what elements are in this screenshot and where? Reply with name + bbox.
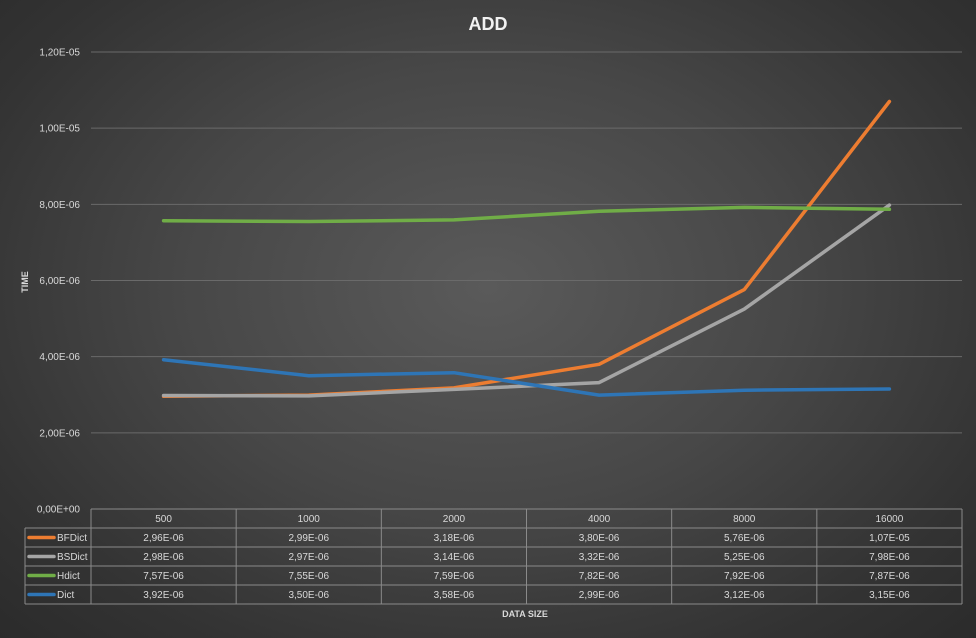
data-table-cell: 7,92E-06 xyxy=(724,571,765,582)
x-tick-label: 500 xyxy=(155,514,172,525)
data-table-cell: 7,55E-06 xyxy=(288,571,329,582)
series-line-bsdict xyxy=(161,203,892,398)
data-table-cell: 3,50E-06 xyxy=(288,590,329,601)
x-tick-label: 1000 xyxy=(298,514,321,525)
data-table-cell: 3,12E-06 xyxy=(724,590,765,601)
data-table-cell: 7,59E-06 xyxy=(434,571,475,582)
series-line-hdict xyxy=(161,205,892,224)
data-table: 500 1000 2000 4000 8000 16000 BFDict 2,96E-06 2,… xyxy=(24,508,963,605)
data-table-cell: 3,14E-06 xyxy=(434,552,475,563)
y-tick-label: 8,00E-06 xyxy=(39,200,80,211)
x-axis-title: DATA SIZE xyxy=(502,609,548,619)
data-table-cell: 3,32E-06 xyxy=(579,552,620,563)
data-table-cell: 7,98E-06 xyxy=(869,552,910,563)
data-table-cell: 2,98E-06 xyxy=(143,552,184,563)
data-table-cell: 2,99E-06 xyxy=(288,533,329,544)
data-table-cell: 7,87E-06 xyxy=(869,571,910,582)
data-table-cell: 5,76E-06 xyxy=(724,533,765,544)
x-tick-label: 4000 xyxy=(588,514,611,525)
series-line-bfdict xyxy=(161,99,892,399)
gridlines xyxy=(91,51,962,434)
data-table-cell: 3,15E-06 xyxy=(869,590,910,601)
y-tick-label: 6,00E-06 xyxy=(39,276,80,287)
data-table-cell: 1,07E-05 xyxy=(869,533,910,544)
y-axis-ticks: 0,00E+00 2,00E-06 4,00E-06 6,00E-06 8,00E-06… xyxy=(37,48,81,516)
y-tick-label: 1,00E-05 xyxy=(39,124,80,135)
legend-entry: Hdict xyxy=(57,571,80,582)
data-table-cell: 3,18E-06 xyxy=(434,533,475,544)
legend-entry: BFDict xyxy=(57,533,87,544)
y-tick-label: 2,00E-06 xyxy=(39,428,80,439)
x-tick-label: 2000 xyxy=(443,514,466,525)
data-table-cell: 5,25E-06 xyxy=(724,552,765,563)
legend-entry: Dict xyxy=(57,590,74,601)
data-table-cell: 2,96E-06 xyxy=(143,533,184,544)
data-table-cell: 7,82E-06 xyxy=(579,571,620,582)
data-table-cell: 2,99E-06 xyxy=(579,590,620,601)
data-table-cell: 7,57E-06 xyxy=(143,571,184,582)
x-tick-label: 16000 xyxy=(876,514,904,525)
y-tick-label: 1,20E-05 xyxy=(39,48,80,59)
y-tick-label: 4,00E-06 xyxy=(39,352,80,363)
series-line-dict xyxy=(161,357,892,397)
data-table-cell: 3,92E-06 xyxy=(143,590,184,601)
data-table-cell: 2,97E-06 xyxy=(288,552,329,563)
data-table-cell: 3,58E-06 xyxy=(434,590,475,601)
data-table-cell: 3,80E-06 xyxy=(579,533,620,544)
y-axis-title: TIME xyxy=(20,271,30,293)
chart-title: ADD xyxy=(469,14,508,34)
series-lines xyxy=(161,99,892,399)
x-tick-label: 8000 xyxy=(733,514,756,525)
y-tick-label: 0,00E+00 xyxy=(37,505,81,516)
legend-entry: BSDict xyxy=(57,552,88,563)
